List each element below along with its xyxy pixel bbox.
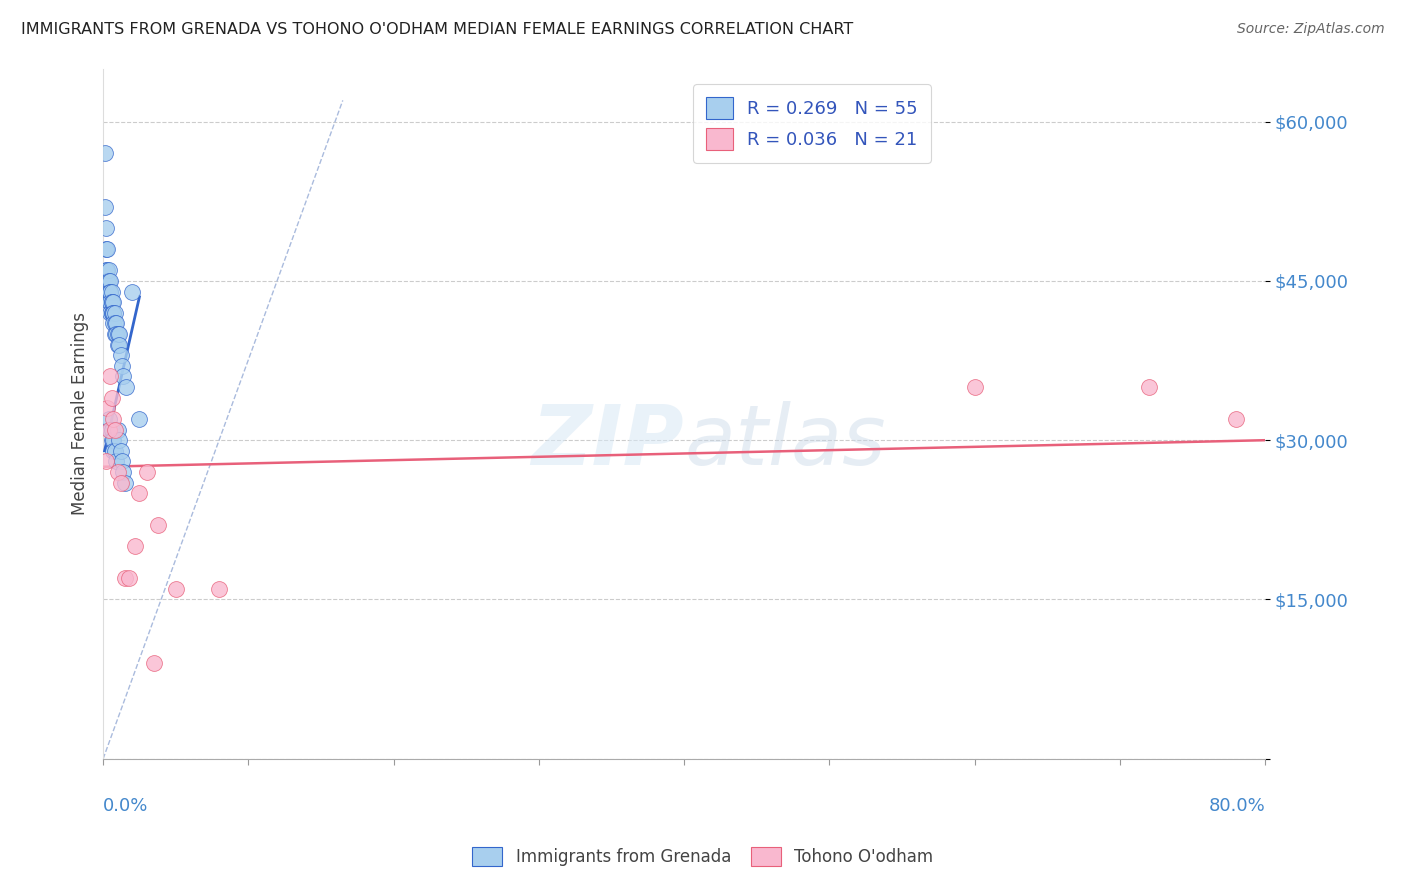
Text: Source: ZipAtlas.com: Source: ZipAtlas.com [1237,22,1385,37]
Point [96,401,118,416]
Point [165,582,187,596]
Point [143,657,166,671]
Point [124,540,146,554]
Point [101,285,124,299]
Point [101,295,124,310]
Point [100,369,122,384]
Point [97,412,120,426]
Text: ZIP: ZIP [531,401,685,482]
Point [105,326,128,341]
Point [121,285,143,299]
Point [118,571,141,585]
Point [100,285,122,299]
Text: 0.0%: 0.0% [103,797,149,814]
Point [103,317,125,331]
Point [96,242,118,256]
Point [103,306,125,320]
Point [114,571,136,585]
Point [104,423,127,437]
Point [128,486,150,500]
Point [97,423,120,437]
Point [97,285,120,299]
Point [104,306,127,320]
Point [103,306,125,320]
Y-axis label: Median Female Earnings: Median Female Earnings [72,312,89,516]
Point [108,326,131,341]
Point [105,317,128,331]
Point [1137,380,1160,394]
Point [96,263,118,277]
Point [110,443,132,458]
Point [107,337,129,351]
Point [110,348,132,362]
Point [103,443,125,458]
Point [104,317,127,331]
Point [94,146,117,161]
Point [1225,412,1247,426]
Point [94,200,117,214]
Point [103,295,125,310]
Point [97,263,120,277]
Point [97,274,120,288]
Point [114,475,136,490]
Point [101,391,124,405]
Point [104,443,127,458]
Point [105,454,128,468]
Point [94,263,117,277]
Point [94,454,117,468]
Point [107,465,129,479]
Point [96,274,118,288]
Point [100,306,122,320]
Point [97,295,120,310]
Point [104,326,127,341]
Point [111,359,134,373]
Point [101,295,124,310]
Point [108,337,131,351]
Point [103,433,125,447]
Point [101,306,124,320]
Point [107,326,129,341]
Point [101,306,124,320]
Point [103,412,125,426]
Point [100,295,122,310]
Point [148,518,170,533]
Point [107,423,129,437]
Point [108,433,131,447]
Point [100,423,122,437]
Text: 80.0%: 80.0% [1208,797,1265,814]
Point [115,380,138,394]
Legend: Immigrants from Grenada, Tohono O'odham: Immigrants from Grenada, Tohono O'odham [464,838,942,875]
Point [101,433,124,447]
Point [135,465,157,479]
Point [94,242,117,256]
Point [208,582,231,596]
Point [101,423,124,437]
Point [100,274,122,288]
Point [94,220,117,235]
Point [111,454,134,468]
Legend: R = 0.269   N = 55, R = 0.036   N = 21: R = 0.269 N = 55, R = 0.036 N = 21 [693,85,931,163]
Text: atlas: atlas [685,401,886,482]
Point [128,412,150,426]
Point [110,475,132,490]
Point [112,369,135,384]
Point [100,285,122,299]
Text: IMMIGRANTS FROM GRENADA VS TOHONO O'ODHAM MEDIAN FEMALE EARNINGS CORRELATION CHA: IMMIGRANTS FROM GRENADA VS TOHONO O'ODHA… [21,22,853,37]
Point [963,380,986,394]
Point [112,465,135,479]
